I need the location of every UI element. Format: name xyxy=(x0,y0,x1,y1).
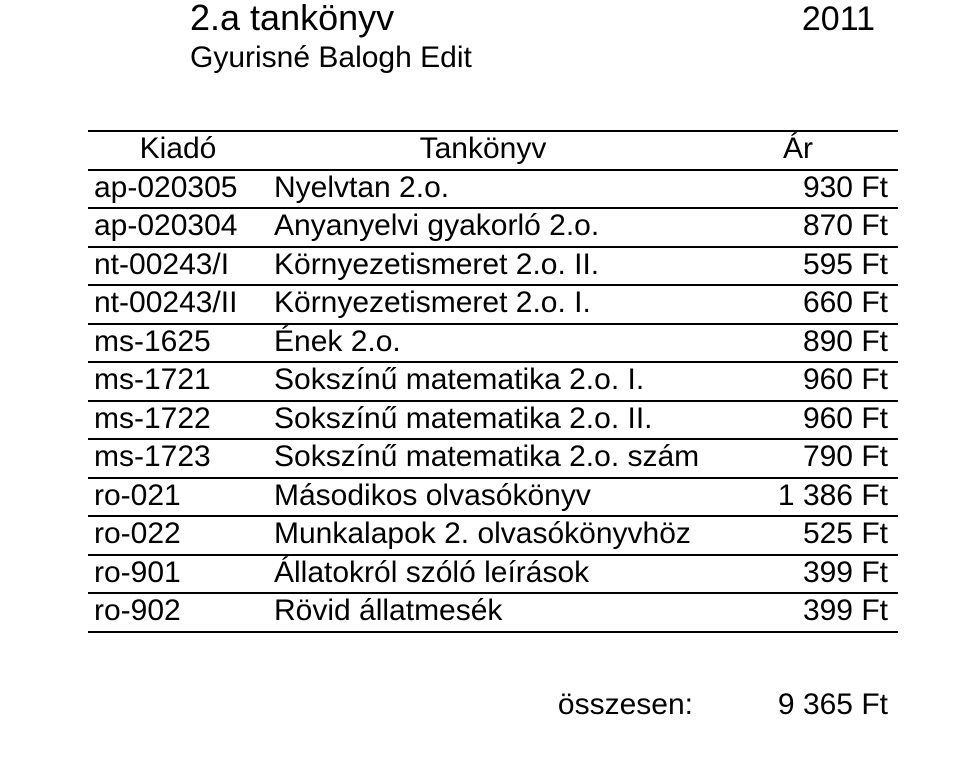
cell-name: Környezetismeret 2.o. I. xyxy=(268,285,698,324)
table-row: ro-902 Rövid állatmesék 399 Ft xyxy=(88,593,898,632)
table-header-row: Kiadó Tankönyv Ár xyxy=(88,131,898,170)
cell-code: ro-901 xyxy=(88,555,268,594)
cell-price: 960 Ft xyxy=(698,362,898,401)
cell-price: 870 Ft xyxy=(698,208,898,247)
cell-price: 790 Ft xyxy=(698,439,898,478)
cell-name: Nyelvtan 2.o. xyxy=(268,170,698,209)
table-row: nt-00243/II Környezetismeret 2.o. I. 660… xyxy=(88,285,898,324)
cell-name: Rövid állatmesék xyxy=(268,593,698,632)
cell-code: ro-021 xyxy=(88,478,268,517)
cell-price: 930 Ft xyxy=(698,170,898,209)
cell-price: 960 Ft xyxy=(698,401,898,440)
cell-price: 525 Ft xyxy=(698,516,898,555)
cell-code: ms-1625 xyxy=(88,324,268,363)
subtitle: Gyurisné Balogh Edit xyxy=(190,41,890,75)
page: 2.a tankönyv 2011 Gyurisné Balogh Edit K… xyxy=(0,0,960,722)
cell-code: ms-1723 xyxy=(88,439,268,478)
total-value: 9 365 Ft xyxy=(778,688,898,722)
cell-price: 399 Ft xyxy=(698,593,898,632)
cell-code: nt-00243/II xyxy=(88,285,268,324)
cell-name: Másodikos olvasókönyv xyxy=(268,478,698,517)
cell-price: 595 Ft xyxy=(698,247,898,286)
cell-code: ap-020305 xyxy=(88,170,268,209)
cell-name: Sokszínű matematika 2.o. I. xyxy=(268,362,698,401)
total-row: összesen: 9 365 Ft xyxy=(88,688,898,722)
cell-code: ms-1721 xyxy=(88,362,268,401)
cell-price: 1 386 Ft xyxy=(698,478,898,517)
header-block: 2.a tankönyv 2011 Gyurisné Balogh Edit xyxy=(190,0,890,75)
table-row: ap-020305 Nyelvtan 2.o. 930 Ft xyxy=(88,170,898,209)
table-row: ro-022 Munkalapok 2. olvasókönyvhöz 525 … xyxy=(88,516,898,555)
cell-name: Környezetismeret 2.o. II. xyxy=(268,247,698,286)
cell-name: Ének 2.o. xyxy=(268,324,698,363)
header-line1: 2.a tankönyv 2011 xyxy=(190,0,890,39)
cell-price: 890 Ft xyxy=(698,324,898,363)
col-header-kiado: Kiadó xyxy=(88,131,268,170)
cell-price: 660 Ft xyxy=(698,285,898,324)
page-title: 2.a tankönyv xyxy=(190,0,394,36)
cell-price: 399 Ft xyxy=(698,555,898,594)
cell-code: nt-00243/I xyxy=(88,247,268,286)
cell-code: ms-1722 xyxy=(88,401,268,440)
table-row: ms-1721 Sokszínű matematika 2.o. I. 960 … xyxy=(88,362,898,401)
cell-code: ap-020304 xyxy=(88,208,268,247)
table-row: nt-00243/I Környezetismeret 2.o. II. 595… xyxy=(88,247,898,286)
table-row: ms-1723 Sokszínű matematika 2.o. számoló… xyxy=(88,439,898,478)
book-table: Kiadó Tankönyv Ár ap-020305 Nyelvtan 2.o… xyxy=(88,130,898,633)
col-header-ar: Ár xyxy=(698,131,898,170)
cell-name: Állatokról szóló leírások xyxy=(268,555,698,594)
cell-code: ro-902 xyxy=(88,593,268,632)
table-row: ap-020304 Anyanyelvi gyakorló 2.o. 870 F… xyxy=(88,208,898,247)
col-header-tankonyv: Tankönyv xyxy=(268,131,698,170)
cell-name: Sokszínű matematika 2.o. II. xyxy=(268,401,698,440)
table-row: ro-901 Állatokról szóló leírások 399 Ft xyxy=(88,555,898,594)
cell-name: Munkalapok 2. olvasókönyvhöz xyxy=(268,516,698,555)
year: 2011 xyxy=(802,0,890,39)
table-row: ro-021 Másodikos olvasókönyv 1 386 Ft xyxy=(88,478,898,517)
cell-name: Anyanyelvi gyakorló 2.o. xyxy=(268,208,698,247)
cell-code: ro-022 xyxy=(88,516,268,555)
table-row: ms-1625 Ének 2.o. 890 Ft xyxy=(88,324,898,363)
table-row: ms-1722 Sokszínű matematika 2.o. II. 960… xyxy=(88,401,898,440)
cell-name: Sokszínű matematika 2.o. számolófü xyxy=(268,439,698,478)
total-label: összesen: xyxy=(493,688,693,722)
